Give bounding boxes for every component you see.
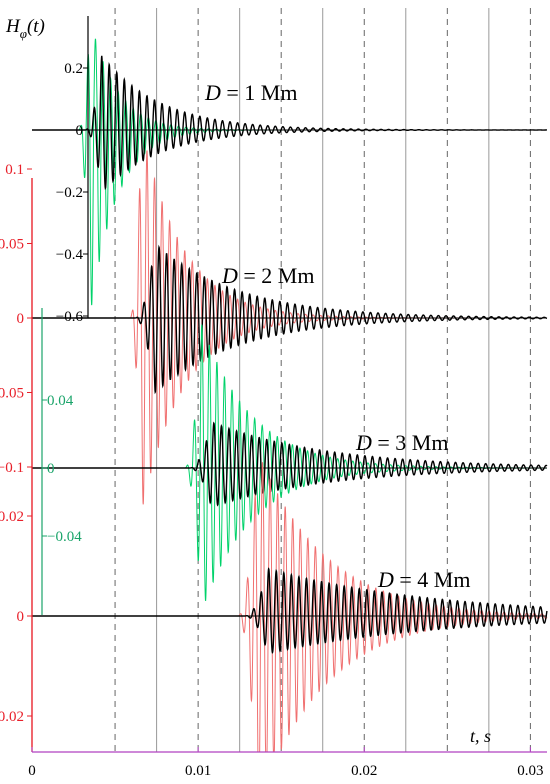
panel-1-y-axis: 0.2 0 −0.2 −0.4 −0.6 [56,16,89,325]
panel-labels: D = 1 MmD = 2 MmD = 3 MmD = 4 Mm [204,80,470,592]
panel-label-value: = 3 Mm [372,430,449,455]
panel-4-y-tick-label: −0.02 [0,709,24,725]
panel-4-y-tick-label: 0.02 [0,509,24,525]
panel-label-var: D [355,430,372,455]
panel-2-signal-trace [32,244,548,395]
panel-2-traces [32,150,548,505]
x-axis: 0 0.01 0.02 0.03 [28,747,547,779]
x-axis-title: t, s [470,726,491,746]
grid-lines [114,8,531,752]
panel-1-distance-label: D = 1 Mm [204,80,297,105]
panel-4-traces [32,462,548,753]
panel-3-y-tick-label: 0.04 [47,393,74,409]
panel-4-signal-trace [32,567,548,654]
panel-2-y-tick-label: −0.1 [0,460,24,476]
y-axis-title-rest: (t) [27,16,45,37]
panel-3-signal-trace [32,421,548,507]
y-axis-title: Hφ(t) [5,16,45,41]
x-tick-label: 0 [28,763,36,779]
panel-label-var: D [204,80,221,105]
axes: 0.2 0 −0.2 −0.4 −0.6 0.1 0.05 0 −0.05 −0.1 0.04 0 −0… [0,16,547,779]
panel-label-var: D [221,263,238,288]
panel-2-y-tick-label: 0.1 [5,162,24,178]
panel-2-y-tick-label: 0.05 [0,237,24,253]
x-tick-label: 0.02 [351,763,377,779]
x-tick-label: 0.03 [517,763,543,779]
panel-2-y-tick-label: 0 [17,311,25,327]
panel-1-traces [32,38,547,306]
panel-label-var: D [377,567,394,592]
panel-3-y-tick-label: −0.04 [47,529,82,545]
y-axis-title-sub: φ [20,26,27,41]
panel-2-y-tick-label: −0.05 [0,386,24,402]
panel-3-distance-label: D = 3 Mm [355,430,448,455]
panel-2-y-axis: 0.1 0.05 0 −0.05 −0.1 [0,162,33,752]
panel-label-value: = 4 Mm [394,567,471,592]
panel-1-y-tick-label: 0 [76,123,84,139]
panel-4-y-axis: 0.02 0 −0.02 [0,178,33,752]
panel-1-y-tick-label: 0.2 [64,61,83,77]
panel-2-distance-label: D = 2 Mm [221,263,314,288]
panel-1-y-tick-label: −0.2 [56,185,83,201]
panel-label-value: = 1 Mm [221,80,298,105]
panel-3-y-axis: 0.04 0 −0.04 [41,308,82,615]
panel-1-y-tick-label: −0.4 [56,247,84,263]
panel-3-y-tick-label: 0 [47,461,55,477]
panel-4-distance-label: D = 4 Mm [377,567,470,592]
panel-1-signal-trace [32,55,547,191]
panel-label-value: = 2 Mm [238,263,315,288]
signal-traces [32,38,548,753]
panel-4-y-tick-label: 0 [17,609,25,625]
panel-3-envelope-trace [32,324,547,601]
panel-3-traces [32,324,548,601]
y-axis-title-h: H [5,16,21,37]
x-tick-label: 0.01 [185,763,211,779]
panel-1-y-tick-label: −0.6 [56,309,84,325]
